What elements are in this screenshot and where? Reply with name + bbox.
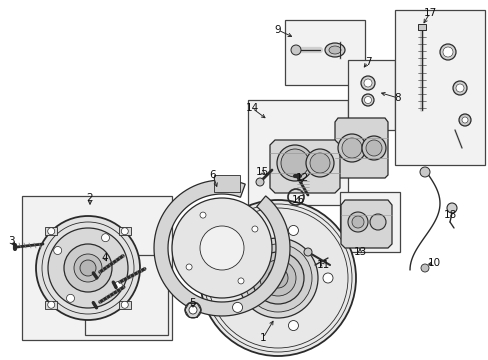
Circle shape xyxy=(48,301,55,308)
Circle shape xyxy=(232,302,242,312)
Circle shape xyxy=(74,254,102,282)
Polygon shape xyxy=(340,200,391,248)
Polygon shape xyxy=(45,301,57,309)
Bar xyxy=(339,192,399,252)
Polygon shape xyxy=(119,301,130,309)
Bar xyxy=(394,10,484,165)
Bar xyxy=(285,20,364,85)
Circle shape xyxy=(232,244,242,253)
Circle shape xyxy=(260,260,295,296)
Text: 4: 4 xyxy=(102,253,108,263)
Text: 6: 6 xyxy=(209,170,216,180)
Text: 10: 10 xyxy=(427,258,440,268)
Bar xyxy=(247,100,347,205)
Circle shape xyxy=(347,212,367,232)
Circle shape xyxy=(361,136,385,160)
Circle shape xyxy=(200,212,205,218)
Text: 15: 15 xyxy=(255,167,268,177)
Circle shape xyxy=(323,273,332,283)
Circle shape xyxy=(48,228,128,308)
Circle shape xyxy=(48,228,55,235)
Text: 16: 16 xyxy=(291,195,304,205)
Circle shape xyxy=(364,96,371,104)
Text: 14: 14 xyxy=(245,103,258,113)
Circle shape xyxy=(66,294,74,302)
Circle shape xyxy=(238,278,244,284)
Circle shape xyxy=(365,140,381,156)
Circle shape xyxy=(442,47,452,57)
Polygon shape xyxy=(154,180,289,316)
Text: 9: 9 xyxy=(274,25,281,35)
Circle shape xyxy=(251,252,304,304)
Circle shape xyxy=(309,153,329,173)
Circle shape xyxy=(54,247,61,255)
Circle shape xyxy=(267,268,287,288)
Circle shape xyxy=(288,320,298,330)
Circle shape xyxy=(305,149,333,177)
Circle shape xyxy=(290,45,301,55)
Circle shape xyxy=(337,134,365,162)
Text: 2: 2 xyxy=(86,193,93,203)
Ellipse shape xyxy=(325,43,345,57)
Circle shape xyxy=(276,145,312,181)
Bar xyxy=(347,60,394,130)
Circle shape xyxy=(184,302,201,318)
Text: 7: 7 xyxy=(364,57,370,67)
Bar xyxy=(85,255,168,335)
Text: 12: 12 xyxy=(295,173,308,183)
Circle shape xyxy=(251,226,257,232)
Circle shape xyxy=(363,79,371,87)
Text: 5: 5 xyxy=(189,298,196,308)
Circle shape xyxy=(455,84,463,92)
Text: 3: 3 xyxy=(8,236,14,246)
Circle shape xyxy=(351,216,363,228)
Circle shape xyxy=(244,244,311,312)
Circle shape xyxy=(36,216,140,320)
Text: 8: 8 xyxy=(394,93,401,103)
Polygon shape xyxy=(214,175,240,192)
Circle shape xyxy=(420,264,428,272)
Circle shape xyxy=(238,238,317,318)
Ellipse shape xyxy=(328,46,340,54)
Circle shape xyxy=(256,178,264,186)
Circle shape xyxy=(446,203,456,213)
Text: 11: 11 xyxy=(316,260,329,270)
Polygon shape xyxy=(269,140,339,193)
Circle shape xyxy=(341,138,361,158)
Text: 13: 13 xyxy=(353,247,366,257)
Circle shape xyxy=(361,94,373,106)
Circle shape xyxy=(200,200,355,356)
Circle shape xyxy=(304,248,311,256)
Circle shape xyxy=(360,76,374,90)
Circle shape xyxy=(64,244,112,292)
Text: 1: 1 xyxy=(259,333,266,343)
Bar xyxy=(22,196,172,340)
Circle shape xyxy=(461,117,467,123)
Circle shape xyxy=(114,282,122,289)
Polygon shape xyxy=(119,227,130,235)
Circle shape xyxy=(458,114,470,126)
Circle shape xyxy=(172,198,271,298)
Circle shape xyxy=(288,225,298,235)
Circle shape xyxy=(419,167,429,177)
Circle shape xyxy=(80,260,96,276)
Polygon shape xyxy=(334,118,387,178)
Circle shape xyxy=(452,81,466,95)
Circle shape xyxy=(121,301,128,308)
Circle shape xyxy=(200,226,244,270)
Circle shape xyxy=(189,306,197,314)
Text: 17: 17 xyxy=(423,8,436,18)
Bar xyxy=(417,24,425,30)
Circle shape xyxy=(369,214,385,230)
Polygon shape xyxy=(45,227,57,235)
Circle shape xyxy=(102,234,109,242)
Circle shape xyxy=(281,149,308,177)
Text: 18: 18 xyxy=(443,210,456,220)
Circle shape xyxy=(186,264,192,270)
Circle shape xyxy=(439,44,455,60)
Circle shape xyxy=(121,228,128,235)
